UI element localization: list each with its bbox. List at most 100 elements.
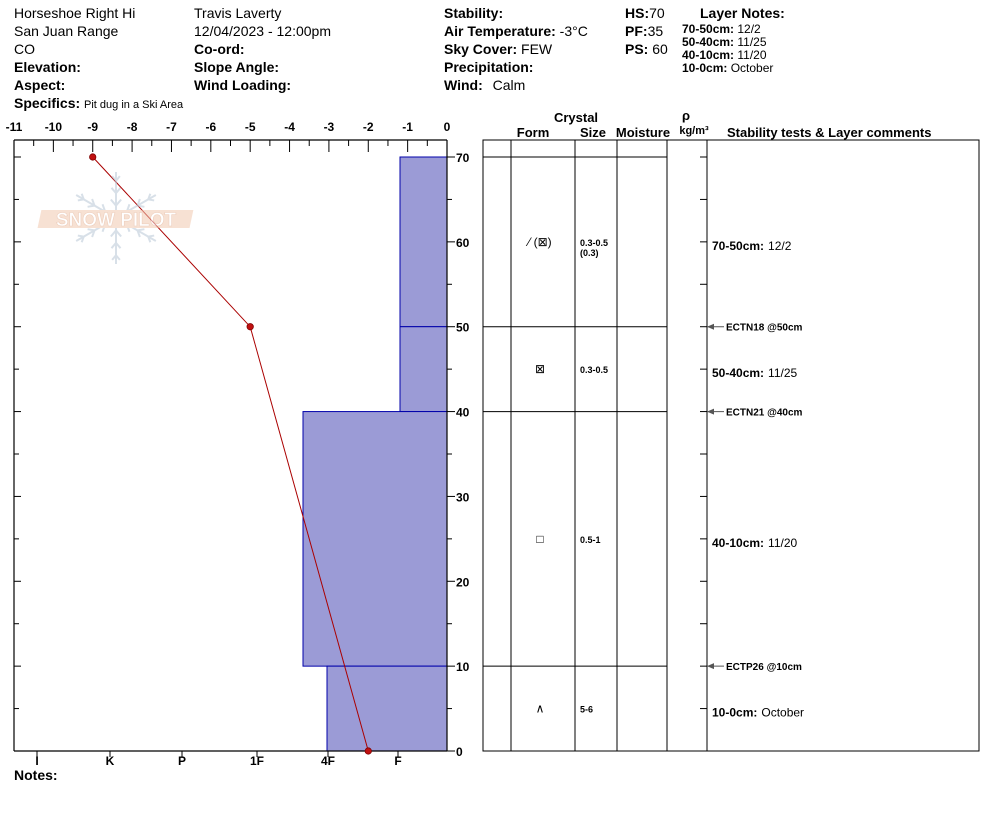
- hardness-tick-label: 1F: [250, 754, 264, 768]
- layer-note: 10-0cm: October: [682, 62, 773, 75]
- temperature-point: [364, 747, 372, 755]
- temp-tick-label: -6: [205, 120, 216, 134]
- hardness-bar: [399, 326, 448, 413]
- stability-header: Stability tests & Layer comments: [727, 125, 931, 140]
- depth-tick-label: 10: [456, 660, 470, 674]
- hardness-bar: [399, 156, 448, 328]
- layer-comment: 10-0cm: October: [712, 706, 804, 720]
- elevation-label: Elevation:: [14, 59, 81, 75]
- layer-comment-range: 70-50cm:: [712, 239, 764, 253]
- wind-value: Calm: [492, 77, 526, 93]
- size-header: Size: [580, 125, 606, 140]
- observer-name: Travis Laverty: [194, 5, 282, 21]
- hardness-bar: [326, 665, 448, 752]
- sky-cover-value: FEW: [521, 41, 553, 57]
- logo-text: SNOW PILOT: [56, 210, 177, 231]
- snowflake-branch: [87, 204, 95, 208]
- hardness-tick-label: 4F: [321, 754, 335, 768]
- temp-tick-label: -9: [87, 120, 98, 134]
- air-temperature: Air Temperature: -3°C: [444, 22, 588, 40]
- depth-tick-label: 0: [456, 745, 463, 759]
- coord-label: Co-ord:: [194, 41, 245, 57]
- observation-datetime: 12/04/2023 - 12:00pm: [194, 23, 331, 39]
- hs: HS:70: [625, 4, 665, 22]
- hardness-bar: [302, 411, 448, 667]
- snowflake-branch: [136, 198, 141, 206]
- air-temp-label: Air Temperature:: [444, 23, 556, 39]
- temperature-point: [246, 323, 254, 331]
- table-frame: [482, 139, 980, 752]
- depth-tick-label: 40: [456, 406, 470, 420]
- crystal-size: 0.3-0.5: [580, 365, 608, 375]
- specifics-value: Pit dug in a Ski Area: [84, 99, 184, 111]
- moisture-header: Moisture: [616, 125, 670, 140]
- temp-tick-label: -2: [363, 120, 374, 134]
- crystal-form-symbol: □: [536, 532, 543, 546]
- ps-value: 60: [652, 41, 668, 57]
- air-temp-value: -3°C: [559, 23, 588, 39]
- sky-cover: Sky Cover: FEW: [444, 40, 552, 58]
- range-name: San Juan Range: [14, 23, 119, 39]
- pf-value: 35: [647, 23, 664, 39]
- crystal-form-symbol: ⁄ (⊠): [525, 235, 551, 249]
- temp-tick-label: -1: [402, 120, 413, 134]
- density-unit-header: kg/m³: [679, 125, 709, 137]
- hardness-tick-label: P: [178, 754, 186, 768]
- wind-loading-label: Wind Loading:: [194, 77, 292, 93]
- snowflake-branch: [110, 198, 117, 207]
- specifics-label: Specifics:: [14, 95, 81, 111]
- snowflake-branch: [137, 204, 145, 208]
- hardness-temperature-plot: -11 -10 -9 -8 -7 -6 -5 -4 -3 -2 -1 0010203040506070…: [6, 120, 470, 768]
- snowflake-branch: [115, 229, 122, 238]
- snowflake-branch: [77, 234, 84, 238]
- snowflake-branch: [147, 236, 152, 243]
- layer-comment-range: 40-10cm:: [712, 536, 764, 550]
- snowflake-branch: [110, 229, 117, 238]
- temp-tick-label: -7: [166, 120, 177, 134]
- snowflake-branch: [115, 175, 121, 182]
- stability-label: Stability:: [444, 5, 504, 21]
- layer-note-text: 11/20: [737, 48, 767, 62]
- crystal-size: 0.5-1: [580, 535, 601, 545]
- layer-notes-list: 70-50cm: 12/2 50-40cm: 11/25 40-10cm: 11…: [682, 23, 773, 75]
- snowflake-branch: [115, 198, 122, 207]
- layer-comment-range: 10-0cm:: [712, 706, 757, 720]
- layer-note-text: 11/25: [737, 35, 767, 49]
- snowflake-branch: [136, 230, 141, 238]
- snowpilot-logo: SNOW PILOT: [37, 172, 194, 264]
- layer-comment-note: 12/2: [768, 239, 792, 253]
- layer-note-range: 10-0cm:: [682, 61, 728, 75]
- layer-comment-note: 11/25: [768, 366, 797, 380]
- stability-arrow-icon: [707, 408, 714, 415]
- logo-banner: [37, 210, 194, 228]
- stability-arrow-icon: [707, 323, 714, 330]
- hardness-tick-label: K: [106, 754, 115, 768]
- layer-note-range: 70-50cm:: [682, 22, 735, 36]
- hardness-tick-label: F: [394, 754, 401, 768]
- location-name: Horseshoe Right Hi: [14, 5, 136, 21]
- depth-tick-label: 20: [456, 575, 470, 589]
- wind: Wind: Calm: [444, 76, 525, 94]
- form-header: Form: [517, 125, 550, 140]
- temperature-point: [89, 153, 97, 161]
- temp-tick-label: -5: [245, 120, 256, 134]
- hardness-tick-label: I: [35, 754, 38, 768]
- precipitation-label: Precipitation:: [444, 59, 534, 75]
- layer-notes-title: Layer Notes:: [700, 5, 785, 21]
- crystal-size: 5-6: [580, 705, 593, 715]
- layer-note: 70-50cm: 12/2: [682, 23, 773, 36]
- layer-note: 50-40cm: 11/25: [682, 36, 773, 49]
- crystal-size: 0.3-0.5: [580, 238, 608, 248]
- stability-arrow-icon: [707, 663, 714, 670]
- layer-comment-note: October: [761, 706, 804, 720]
- temp-tick-label: -3: [324, 120, 335, 134]
- crystal-header: Crystal: [554, 110, 598, 125]
- aspect-label: Aspect:: [14, 77, 66, 93]
- pf-label: PF:: [625, 23, 648, 39]
- layer-note-range: 40-10cm:: [682, 48, 735, 62]
- layer-comment: 50-40cm: 11/25: [712, 366, 797, 380]
- hs-label: HS:: [625, 5, 650, 21]
- specifics: Specifics: Pit dug in a Ski Area: [14, 94, 183, 114]
- snowflake-branch: [115, 242, 122, 249]
